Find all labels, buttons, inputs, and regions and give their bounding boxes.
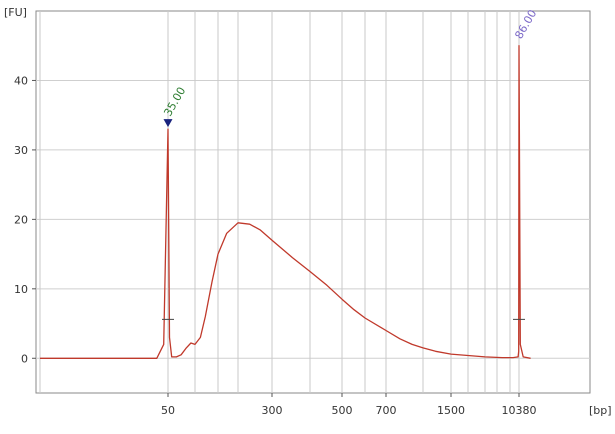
y-tick-label: 10 [14,283,28,296]
y-tick-label: 20 [14,213,28,226]
x-tick-label: 500 [332,404,353,417]
x-axis: 50 300 500 700 1500 10380 [161,393,537,417]
x-unit-label: [bp] [589,404,612,417]
y-tick-label: 0 [21,352,28,365]
x-tick-label: 10380 [502,404,537,417]
x-tick-label: 300 [262,404,283,417]
y-axis: 0 10 20 30 40 [14,74,36,365]
series [40,45,531,359]
y-tick-label: 40 [14,74,28,87]
plot-area [35,10,591,394]
series-line [40,45,531,359]
x-tick-label: 1500 [437,404,465,417]
y-tick-label: 30 [14,144,28,157]
x-tick-label: 700 [376,404,397,417]
y-unit-label: [FU] [4,6,27,19]
peak-marker-triangle [163,119,173,128]
x-tick-label: 50 [161,404,175,417]
